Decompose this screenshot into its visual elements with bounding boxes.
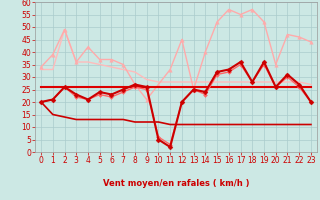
X-axis label: Vent moyen/en rafales ( km/h ): Vent moyen/en rafales ( km/h ): [103, 179, 249, 188]
